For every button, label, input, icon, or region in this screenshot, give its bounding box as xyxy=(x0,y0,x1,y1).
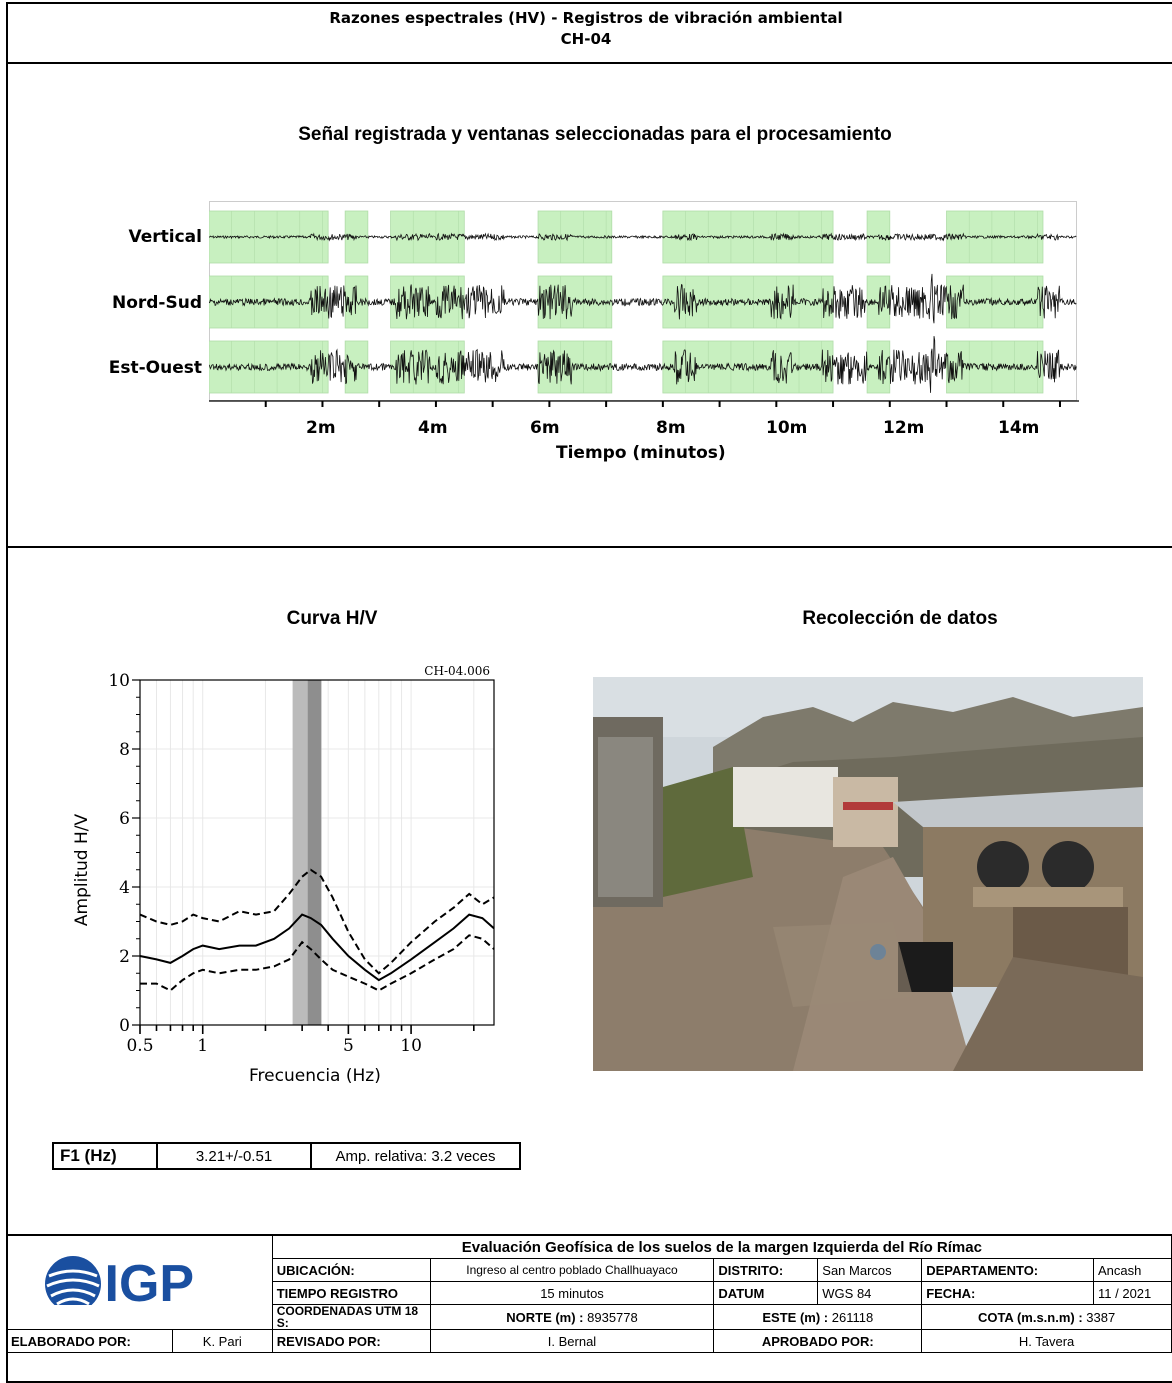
plot-id: CH-04.006 xyxy=(424,664,490,678)
divider xyxy=(6,546,1172,548)
signal-section-title: Señal registrada y ventanas seleccionada… xyxy=(298,124,892,145)
elaborado-value: K. Pari xyxy=(171,1329,273,1353)
revisado-label: REVISADO POR: xyxy=(271,1329,431,1353)
channel-label-vertical: Vertical xyxy=(128,227,202,247)
fecha-value: 11 / 2021 xyxy=(1093,1281,1172,1305)
logo-spacer xyxy=(6,1304,273,1330)
aprobado-label: APROBADO POR: xyxy=(713,1329,923,1353)
divider xyxy=(6,1234,1172,1236)
channel-label-est-ouest: Est-Ouest xyxy=(108,358,202,378)
este-cell: ESTE (m) : 261118 xyxy=(713,1304,923,1330)
revisado-value: I. Bernal xyxy=(429,1329,715,1353)
igp-logo-icon xyxy=(44,1256,101,1305)
project-title: Evaluación Geofísica de los suelos de la… xyxy=(271,1236,1172,1259)
hv-xlabel: Frecuencia (Hz) xyxy=(249,1066,381,1086)
channel-label-nord-sud: Nord-Sud xyxy=(111,293,202,313)
divider xyxy=(6,62,1172,64)
norte-cell: NORTE (m) : 8935778 xyxy=(429,1304,715,1330)
departamento-value: Ancash xyxy=(1093,1258,1172,1282)
igp-logo-text: IGP xyxy=(104,1255,195,1305)
field-photo xyxy=(593,677,1143,1071)
selected-window xyxy=(946,340,1044,394)
coordenadas-label: COORDENADAS UTM 18 S: xyxy=(271,1304,431,1330)
y-tick-label: 10 xyxy=(108,671,130,691)
hv-series-line xyxy=(139,868,495,975)
f1-label: F1 (Hz) xyxy=(52,1142,158,1170)
selected-window xyxy=(390,275,465,329)
este-value: 261118 xyxy=(831,1309,874,1325)
y-tick-label: 8 xyxy=(119,740,130,760)
distrito-value: San Marcos xyxy=(817,1258,923,1282)
amp-relative: Amp. relativa: 3.2 veces xyxy=(310,1142,521,1170)
time-tick-label: 8m xyxy=(656,418,686,438)
photo-title: Recolección de datos xyxy=(802,608,998,629)
hv-curve-title: Curva H/V xyxy=(286,608,378,629)
time-axis-title: Tiempo (minutos) xyxy=(556,443,726,463)
f1-value: 3.21+/-0.51 xyxy=(156,1142,312,1170)
x-tick-label: 10 xyxy=(400,1036,422,1056)
x-tick-label: 1 xyxy=(197,1036,208,1056)
selected-window xyxy=(390,210,465,264)
este-label: ESTE (m) : xyxy=(762,1309,829,1325)
signal-trace xyxy=(209,336,1077,393)
hv-series-line xyxy=(139,913,495,982)
y-tick-label: 4 xyxy=(119,878,130,898)
igp-logo: IGP xyxy=(43,1254,223,1305)
cota-label: COTA (m.s.n.m) : xyxy=(977,1309,1083,1325)
datum-label: DATUM xyxy=(713,1281,819,1305)
page-frame xyxy=(6,2,1172,1383)
norte-label: NORTE (m) : xyxy=(506,1309,584,1325)
hv-series-line xyxy=(140,934,495,992)
time-tick-label: 4m xyxy=(418,418,448,438)
y-tick-label: 2 xyxy=(119,947,130,967)
time-tick-label: 2m xyxy=(306,418,336,438)
elaborado-label: ELABORADO POR: xyxy=(6,1329,173,1353)
tiempo-label: TIEMPO REGISTRO xyxy=(271,1281,431,1305)
datum-value: WGS 84 xyxy=(817,1281,923,1305)
fecha-label: FECHA: xyxy=(921,1281,1095,1305)
aprobado-value: H. Tavera xyxy=(921,1329,1172,1353)
departamento-label: DEPARTAMENTO: xyxy=(921,1258,1095,1282)
footer-table: IGP Evaluación Geofísica de los suelos d… xyxy=(6,1236,1172,1353)
logo-cell: IGP xyxy=(6,1236,273,1305)
tiempo-value: 15 minutos xyxy=(429,1281,715,1305)
time-tick-label: 14m xyxy=(998,418,1040,438)
selected-window xyxy=(537,210,613,264)
station-code: CH-04 xyxy=(560,30,612,48)
ubicacion-value: Ingreso al centro poblado Challhuayaco xyxy=(429,1258,715,1282)
selected-window xyxy=(344,275,369,329)
x-tick-label: 5 xyxy=(343,1036,354,1056)
ubicacion-label: UBICACIÓN: xyxy=(271,1258,431,1282)
cota-value: 3387 xyxy=(1086,1309,1116,1325)
signal-trace xyxy=(209,273,1077,324)
peak-center-band xyxy=(307,680,322,1025)
hv-chart: CH-04.006 0 2 4 6 8 10 0.5 1 5 10 xyxy=(108,664,495,1056)
cota-cell: COTA (m.s.n.m) : 3387 xyxy=(921,1304,1172,1330)
signal-trace xyxy=(209,232,1077,242)
x-tick-label: 0.5 xyxy=(126,1036,153,1056)
time-tick-label: 6m xyxy=(530,418,560,438)
time-tick-label: 12m xyxy=(883,418,925,438)
norte-value: 8935778 xyxy=(587,1309,638,1325)
hv-ylabel: Amplitud H/V xyxy=(72,813,92,927)
selected-window xyxy=(662,340,834,394)
selected-window xyxy=(662,275,834,329)
report-title: Razones espectrales (HV) - Registros de … xyxy=(0,8,1172,50)
time-tick-label: 10m xyxy=(766,418,808,438)
y-tick-label: 0 xyxy=(119,1016,130,1036)
y-tick-label: 6 xyxy=(119,809,130,829)
distrito-label: DISTRITO: xyxy=(713,1258,819,1282)
report-title-line1: Razones espectrales (HV) - Registros de … xyxy=(329,9,843,27)
signal-plot xyxy=(209,201,1079,407)
results-table: F1 (Hz) 3.21+/-0.51 Amp. relativa: 3.2 v… xyxy=(52,1142,521,1170)
